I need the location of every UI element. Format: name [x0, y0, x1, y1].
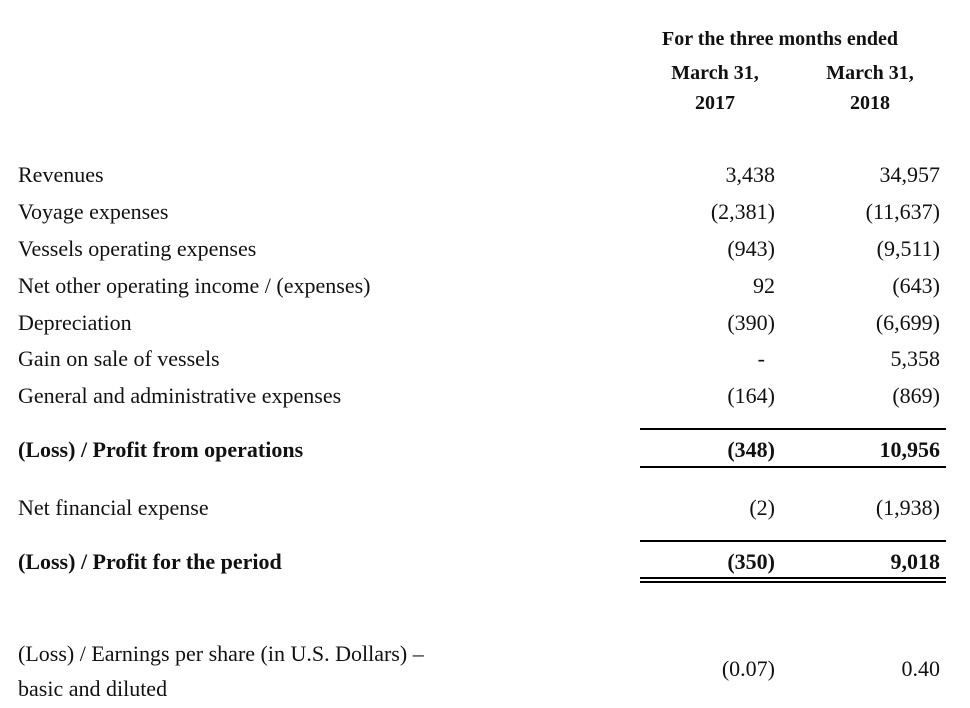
operations-value-2018: 10,956 [879, 437, 941, 462]
row-value-2018-net-other-operating: (643) [892, 273, 940, 298]
period-result-label: (Loss) / Profit for the period [18, 549, 282, 574]
eps-label-line2: basic and diluted [18, 676, 168, 701]
eps-label-line1: (Loss) / Earnings per share (in U.S. Dol… [18, 641, 424, 666]
eps-value-2018: 0.40 [901, 656, 941, 681]
row-value-2018-depreciation: (6,699) [875, 310, 940, 335]
subtotal-bottom-rule [640, 466, 946, 468]
row-value-2018-general-admin: (869) [892, 383, 940, 408]
total-top-rule [640, 540, 946, 542]
financial-label: Net financial expense [18, 495, 209, 520]
row-value-2017-depreciation: (390) [727, 310, 775, 335]
col-2018-date: March 31, [826, 62, 914, 84]
total-double-rule-2 [640, 581, 946, 583]
row-label-general-admin: General and administrative expenses [18, 383, 342, 408]
row-value-2017-vessels-operating: (943) [727, 236, 775, 261]
row-value-2017-voyage-expenses: (2,381) [710, 199, 775, 224]
row-label-gain-on-sale: Gain on sale of vessels [18, 346, 220, 371]
row-value-2017-revenues: 3,438 [725, 162, 776, 187]
row-value-2017-gain-on-sale: - [757, 346, 765, 371]
subtotal-top-rule [640, 428, 946, 430]
row-value-2017-net-other-operating: 92 [753, 273, 775, 298]
col-2017-date: March 31, [671, 62, 759, 84]
col-2017-year: 2017 [695, 92, 735, 114]
row-value-2018-gain-on-sale: 5,358 [890, 346, 941, 371]
financial-value-2017: (2) [749, 495, 775, 520]
row-label-depreciation: Depreciation [18, 310, 132, 335]
row-label-net-other-operating: Net other operating income / (expenses) [18, 273, 371, 298]
period-header: For the three months ended [662, 28, 898, 50]
row-value-2017-general-admin: (164) [727, 383, 775, 408]
row-value-2018-voyage-expenses: (11,637) [865, 199, 940, 224]
row-value-2018-vessels-operating: (9,511) [876, 236, 940, 261]
period-result-value-2018: 9,018 [890, 549, 941, 574]
row-label-voyage-expenses: Voyage expenses [18, 199, 169, 224]
eps-value-2017: (0.07) [721, 656, 775, 681]
operations-value-2017: (348) [727, 437, 775, 462]
row-label-revenues: Revenues [18, 162, 104, 187]
financial-value-2018: (1,938) [875, 495, 940, 520]
col-2018-year: 2018 [850, 92, 890, 114]
period-result-value-2017: (350) [727, 549, 775, 574]
row-value-2018-revenues: 34,957 [879, 162, 941, 187]
total-double-rule-1 [640, 577, 946, 579]
operations-label: (Loss) / Profit from operations [18, 437, 304, 462]
row-label-vessels-operating: Vessels operating expenses [18, 236, 257, 261]
